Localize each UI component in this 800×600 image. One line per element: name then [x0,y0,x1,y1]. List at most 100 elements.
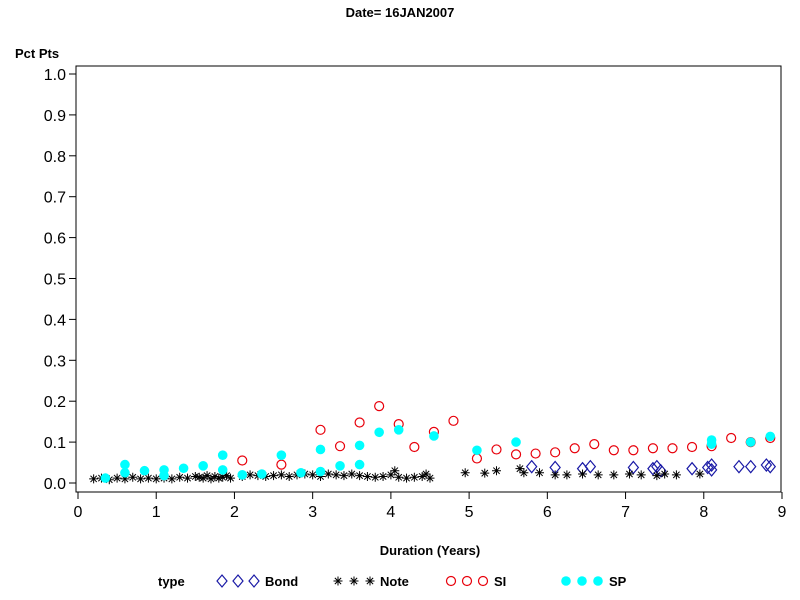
note-point [390,466,400,476]
note-point [128,472,138,482]
note-point [206,474,216,484]
sp-point [120,459,130,470]
si-point [589,439,600,450]
note-point [562,470,572,480]
sp-point [217,465,228,475]
note-point [202,471,212,481]
chart-title: Date= 16JAN2007 [346,5,455,20]
note-point [660,469,670,479]
note-point [421,469,431,479]
sp-point [354,459,365,470]
si-point [448,415,459,426]
note-point [593,470,603,480]
x-tick-label: 6 [543,504,552,521]
sp-point [745,437,756,447]
si-point [569,443,580,454]
bond-point [744,459,757,474]
sp-point [276,450,287,460]
note-point [652,471,662,481]
sp-point [315,444,326,455]
note-point [671,470,681,480]
series-si [237,401,776,470]
si-point [409,441,420,453]
note-point [112,473,122,483]
si-point [726,432,737,444]
note-point [210,471,220,481]
note-point [402,473,412,483]
note-point [190,471,200,481]
si-point [276,459,287,470]
note-point [214,473,224,483]
axis-ticks: 0 1 2 3 4 5 6 7 8 9 0.0 0.1 0.2 0.3 0.4 0.5 0.6 0.7 0.8 0.9… [44,67,787,521]
si-point [530,448,541,459]
data-points [89,401,777,485]
y-tick-label: 0.3 [44,353,66,370]
si-point [510,449,522,460]
sp-point [120,467,130,478]
sp-point [706,439,717,449]
y-tick-label: 0.0 [44,476,66,493]
note-point [362,471,372,481]
sp-point [393,425,404,435]
note-point [89,474,99,484]
legend-marker [461,575,473,587]
si-point [647,443,659,454]
note-point [578,469,588,479]
sp-point [217,450,228,460]
y-tick-label: 1.0 [44,67,66,84]
sp-point [335,461,345,471]
legend-item-note: Note [333,574,409,589]
x-tick-label: 9 [778,504,787,521]
y-tick-label: 0.1 [44,435,66,452]
x-axis-label: Duration (Years) [380,543,480,558]
note-point [331,470,341,480]
series-sp [100,425,776,483]
note-point [347,469,357,479]
note-point [222,471,232,481]
note-point [378,471,388,481]
note-point [491,466,501,476]
si-point [471,453,483,464]
si-point [667,443,678,454]
bond-point [647,461,659,476]
note-point [636,470,646,480]
si-point [334,441,346,452]
note-point [245,470,255,480]
bond-point [584,459,597,474]
sp-point [159,470,169,481]
legend-item-bond: Bond [216,574,298,589]
note-point [175,472,185,482]
sp-point [472,445,482,456]
legend: type Bond Note SI SP [158,574,627,589]
y-tick-label: 0.8 [44,149,66,166]
x-tick-label: 5 [465,504,474,521]
note-point [167,474,177,484]
legend-marker [561,576,571,586]
si-point [237,455,248,466]
si-point [628,445,639,456]
note-point [198,473,208,483]
note-point [515,464,525,474]
y-tick-label: 0.2 [44,394,66,411]
legend-marker [216,574,228,588]
sp-point [198,461,208,471]
note-point [120,474,130,484]
note-point [550,470,560,480]
note-point [519,468,529,478]
si-point [491,444,502,455]
y-tick-label: 0.4 [44,312,66,329]
bond-point [627,460,640,475]
note-point [425,473,435,483]
si-point [550,447,561,458]
sp-point [237,470,248,480]
plot-frame [75,65,782,493]
bond-point [686,461,698,476]
sp-point [374,427,384,438]
note-point [339,471,349,481]
note-point [143,473,153,483]
note-point [284,471,294,481]
note-point [218,472,228,482]
legend-marker [577,576,587,586]
bond-point [760,458,773,472]
note-point [323,469,333,479]
